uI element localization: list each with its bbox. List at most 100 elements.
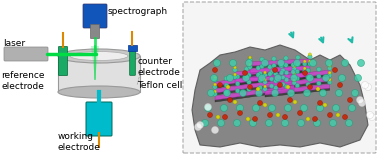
- Circle shape: [296, 62, 300, 67]
- Circle shape: [306, 117, 310, 121]
- Circle shape: [316, 104, 324, 111]
- Circle shape: [364, 84, 372, 91]
- Circle shape: [313, 120, 321, 126]
- Circle shape: [323, 103, 327, 107]
- Polygon shape: [235, 73, 305, 83]
- Circle shape: [270, 84, 274, 88]
- Polygon shape: [215, 82, 294, 95]
- Polygon shape: [250, 59, 310, 66]
- Circle shape: [288, 89, 294, 97]
- Circle shape: [240, 89, 246, 97]
- Circle shape: [325, 60, 333, 66]
- Circle shape: [302, 69, 307, 73]
- Circle shape: [355, 75, 361, 82]
- FancyArrowPatch shape: [319, 37, 323, 42]
- Circle shape: [263, 103, 267, 107]
- Polygon shape: [215, 75, 294, 88]
- Circle shape: [248, 58, 252, 62]
- Circle shape: [212, 126, 218, 133]
- Circle shape: [284, 71, 289, 75]
- Polygon shape: [235, 70, 305, 78]
- Circle shape: [214, 76, 217, 79]
- FancyArrowPatch shape: [289, 32, 293, 37]
- Circle shape: [318, 100, 322, 106]
- Circle shape: [220, 104, 228, 111]
- Polygon shape: [215, 78, 294, 93]
- Circle shape: [308, 62, 312, 66]
- Circle shape: [333, 67, 338, 73]
- Circle shape: [285, 104, 291, 111]
- Circle shape: [317, 67, 321, 72]
- Circle shape: [308, 55, 312, 59]
- Circle shape: [258, 85, 262, 90]
- Circle shape: [213, 85, 217, 89]
- Circle shape: [271, 89, 279, 97]
- Circle shape: [214, 83, 217, 86]
- Circle shape: [349, 104, 355, 111]
- Circle shape: [339, 75, 345, 82]
- Circle shape: [195, 124, 201, 131]
- Text: laser: laser: [3, 39, 25, 48]
- Circle shape: [276, 113, 280, 117]
- Circle shape: [243, 75, 249, 82]
- Circle shape: [288, 97, 293, 102]
- Circle shape: [317, 74, 321, 79]
- Circle shape: [356, 97, 364, 104]
- Circle shape: [327, 73, 332, 77]
- Circle shape: [213, 92, 217, 96]
- Circle shape: [297, 111, 302, 115]
- Circle shape: [342, 115, 347, 120]
- Circle shape: [257, 100, 262, 106]
- Circle shape: [297, 120, 305, 126]
- Circle shape: [284, 84, 289, 89]
- Circle shape: [249, 120, 257, 126]
- Circle shape: [303, 67, 306, 70]
- Circle shape: [262, 60, 268, 66]
- Circle shape: [212, 67, 217, 73]
- Circle shape: [277, 82, 282, 88]
- Circle shape: [281, 68, 285, 73]
- Circle shape: [336, 89, 342, 97]
- Polygon shape: [215, 71, 294, 86]
- Circle shape: [274, 79, 278, 83]
- Circle shape: [328, 64, 331, 67]
- Circle shape: [263, 71, 266, 74]
- Polygon shape: [235, 77, 305, 85]
- Polygon shape: [250, 66, 310, 73]
- Circle shape: [358, 60, 364, 66]
- Circle shape: [234, 66, 237, 69]
- Circle shape: [226, 75, 234, 82]
- Circle shape: [347, 97, 353, 102]
- Circle shape: [307, 75, 313, 82]
- Circle shape: [279, 64, 284, 68]
- Circle shape: [291, 63, 295, 67]
- Circle shape: [256, 73, 260, 77]
- Circle shape: [303, 60, 306, 63]
- Circle shape: [216, 115, 220, 119]
- Circle shape: [224, 76, 229, 81]
- Circle shape: [302, 62, 307, 66]
- Circle shape: [295, 69, 299, 74]
- Circle shape: [228, 97, 232, 102]
- Circle shape: [253, 104, 260, 111]
- Circle shape: [201, 120, 209, 126]
- Circle shape: [224, 83, 229, 88]
- Circle shape: [259, 75, 265, 82]
- Circle shape: [292, 67, 296, 71]
- Circle shape: [328, 78, 331, 81]
- Circle shape: [327, 66, 332, 70]
- Polygon shape: [235, 66, 305, 76]
- Circle shape: [272, 57, 276, 61]
- Circle shape: [284, 78, 289, 82]
- FancyBboxPatch shape: [86, 102, 112, 136]
- Circle shape: [284, 63, 288, 67]
- Circle shape: [234, 73, 237, 76]
- Circle shape: [293, 60, 301, 66]
- Circle shape: [248, 84, 253, 89]
- FancyBboxPatch shape: [90, 24, 99, 38]
- Bar: [128, 45, 137, 51]
- Circle shape: [270, 70, 274, 74]
- Circle shape: [277, 60, 285, 66]
- Circle shape: [268, 65, 272, 69]
- Circle shape: [263, 78, 266, 81]
